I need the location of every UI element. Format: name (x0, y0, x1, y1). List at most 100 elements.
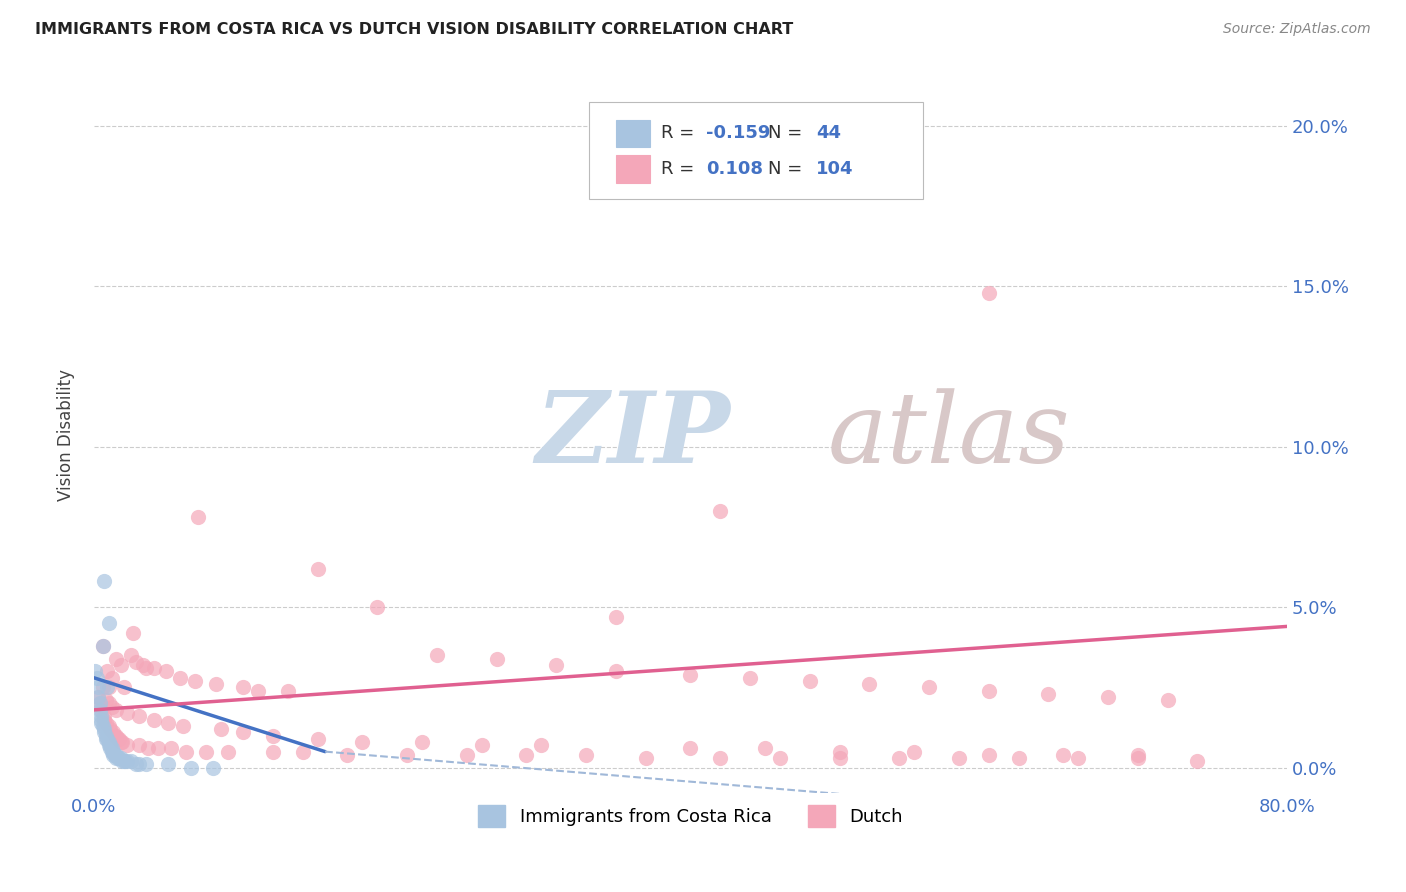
Point (709, 751, 731, 765)
Point (246, 683, 269, 698)
Point (128, 757, 150, 772)
Point (94, 731, 117, 746)
Point (485, 651, 508, 665)
Point (605, 665, 627, 679)
Point (426, 648, 449, 663)
Point (1038, 687, 1060, 701)
Text: atlas: atlas (828, 388, 1070, 483)
Point (132, 657, 155, 672)
Point (136, 741, 159, 756)
Point (530, 738, 553, 752)
Point (91, 639, 114, 653)
Point (97, 719, 120, 733)
Point (97, 735, 120, 749)
Point (160, 741, 183, 756)
Point (277, 683, 299, 698)
Point (575, 747, 598, 762)
Point (93, 725, 115, 739)
Point (97, 681, 120, 695)
Point (86, 671, 108, 685)
Point (157, 715, 180, 730)
Point (828, 745, 851, 759)
Point (96, 665, 118, 679)
Point (103, 725, 125, 739)
Point (679, 667, 702, 681)
Point (94, 693, 117, 707)
Point (121, 625, 143, 640)
Y-axis label: Vision Disability: Vision Disability (58, 369, 75, 501)
Text: ZIP: ZIP (536, 387, 730, 483)
Point (120, 754, 142, 768)
Point (103, 745, 125, 759)
Point (128, 738, 150, 752)
Point (679, 741, 702, 756)
Point (125, 655, 148, 669)
Point (187, 510, 209, 524)
Text: 104: 104 (815, 160, 853, 178)
Point (91, 719, 114, 733)
Point (205, 677, 228, 691)
Point (1126, 747, 1149, 762)
Point (112, 754, 135, 768)
Text: 0.108: 0.108 (706, 160, 763, 178)
Point (97, 738, 120, 752)
Text: N =: N = (768, 160, 808, 178)
Point (456, 747, 478, 762)
Point (125, 757, 148, 772)
Point (828, 751, 851, 765)
Point (110, 751, 132, 765)
Point (977, 747, 1000, 762)
Point (94, 729, 117, 743)
Point (101, 699, 124, 714)
Point (146, 741, 169, 756)
Legend: Immigrants from Costa Rica, Dutch: Immigrants from Costa Rica, Dutch (471, 798, 910, 834)
Point (336, 747, 359, 762)
Point (169, 671, 191, 685)
Point (172, 719, 194, 733)
Point (142, 661, 165, 675)
Point (91, 639, 114, 653)
Point (184, 673, 207, 688)
Point (217, 745, 239, 759)
Point (232, 725, 254, 739)
Point (157, 757, 180, 772)
Point (89, 703, 111, 717)
Point (769, 751, 792, 765)
Point (471, 738, 494, 752)
Text: R =: R = (661, 160, 700, 178)
Point (97, 616, 120, 631)
Point (1067, 751, 1090, 765)
Point (105, 729, 128, 743)
Point (105, 703, 128, 717)
Point (194, 745, 217, 759)
Point (1052, 747, 1074, 762)
Point (128, 709, 150, 723)
Point (93, 722, 115, 736)
Point (104, 729, 127, 743)
Point (977, 683, 1000, 698)
Point (98, 738, 121, 752)
Point (90, 715, 112, 730)
Point (135, 661, 157, 675)
Bar (616, 120, 650, 147)
Text: 44: 44 (815, 124, 841, 143)
Point (366, 600, 388, 615)
Point (96, 681, 118, 695)
Point (87, 681, 110, 695)
Point (135, 757, 157, 772)
Point (107, 731, 129, 746)
Point (232, 681, 254, 695)
Point (352, 735, 374, 749)
Point (262, 745, 284, 759)
Point (754, 741, 776, 756)
Point (110, 657, 132, 672)
Point (101, 741, 124, 756)
Point (155, 665, 177, 679)
Point (101, 745, 124, 759)
Point (90, 709, 112, 723)
Point (105, 651, 128, 665)
Text: -0.159: -0.159 (706, 124, 770, 143)
Point (105, 751, 128, 765)
Point (709, 504, 731, 518)
Point (1007, 751, 1029, 765)
